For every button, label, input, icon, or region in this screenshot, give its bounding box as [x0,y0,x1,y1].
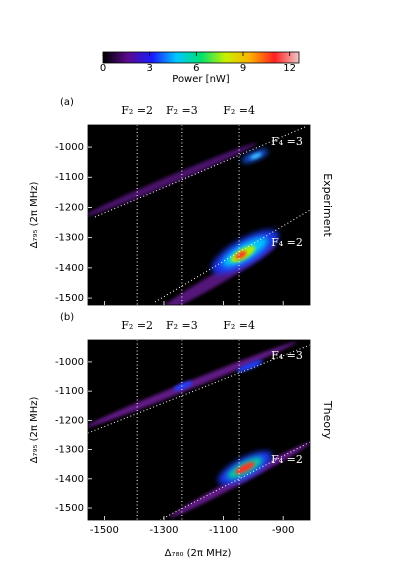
plot-frame [87,339,311,521]
y-tick-label: -1000 [55,357,84,368]
x-tick-label: -900 [272,525,295,536]
colorbar-label: Power [nW] [172,74,230,85]
y-tick-label: -1500 [55,503,84,514]
colorbar-tick-label: 9 [240,63,246,74]
line-label: F₄ =3 [271,349,303,362]
colorbar-tick-label: 12 [283,63,296,74]
y-tick-label: -1300 [55,233,84,244]
resonance-label: F₂ =4 [223,319,255,332]
line-label: F₄ =2 [271,453,303,466]
resonance-label: F₂ =2 [121,104,153,117]
resonance-label: F₂ =3 [166,319,198,332]
x-axis-label: Δ₇₈₀ (2π MHz) [165,548,232,559]
intensity-region [173,381,193,391]
colorbar [102,51,300,64]
y-tick-label: -1100 [55,386,84,397]
x-tick-label: -1300 [149,525,178,536]
intensity-region [235,251,247,259]
transition-line [88,344,310,434]
colorbar-tick-label: 6 [193,63,199,74]
transition-line [159,441,310,520]
intensity-region [88,142,258,218]
y-tick-label: -1400 [55,474,84,485]
line-label: F₄ =2 [271,236,303,249]
x-tick-label: -1500 [90,525,119,536]
intensity-region [250,153,262,159]
resonance-label: F₂ =3 [166,104,198,117]
y-axis-label: Δ₇₉₅ (2π MHz) [29,397,40,464]
side-label: Experiment [321,173,334,237]
line-label: F₄ =3 [271,135,303,148]
plot-frame [87,124,311,306]
plot-area [88,340,310,520]
heatmap [88,126,310,305]
colorbar-tick-label: 3 [146,63,152,74]
y-tick-label: -1500 [55,293,84,304]
y-axis-label: Δ₇₉₅ (2π MHz) [29,182,40,249]
y-tick-label: -1300 [55,445,84,456]
x-tick-label: -1100 [209,525,238,536]
side-label: Theory [321,400,334,440]
y-tick-label: -1400 [55,263,84,274]
intensity-region [236,360,264,372]
panel-label: (a) [60,97,74,108]
y-tick-label: -1200 [55,415,84,426]
y-tick-label: -1000 [55,142,84,153]
y-tick-label: -1100 [55,172,84,183]
intensity-region [235,461,255,475]
plot-area [88,125,310,305]
colorbar-tick-label: 0 [100,63,106,74]
panel-label: (b) [60,312,74,323]
resonance-label: F₂ =2 [121,319,153,332]
y-tick-label: -1200 [55,202,84,213]
resonance-label: F₂ =4 [223,104,255,117]
